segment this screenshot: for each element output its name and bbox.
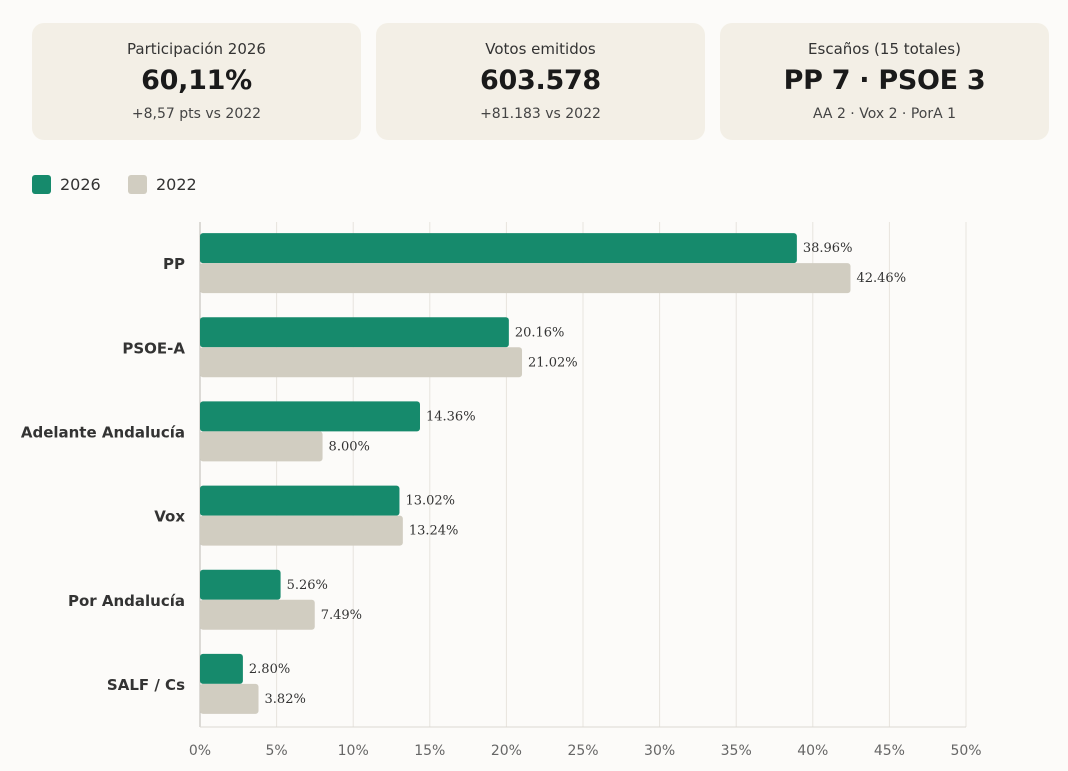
category-label: Por Andalucía — [68, 592, 185, 610]
legend-label-2022: 2022 — [156, 175, 197, 194]
legend-swatch-2022 — [128, 175, 147, 194]
bar-2022[interactable] — [200, 263, 851, 294]
data-label-2026: 5.26% — [287, 578, 328, 593]
x-tick-label: 25% — [567, 743, 598, 759]
legend-label-2026: 2026 — [60, 175, 101, 194]
bar-2022[interactable] — [200, 347, 523, 378]
data-label-2022: 21.02% — [528, 355, 578, 370]
category-label: PSOE-A — [122, 339, 185, 357]
data-label-2026: 20.16% — [515, 325, 565, 340]
seats-label: Escaños (15 totales) — [808, 40, 961, 58]
turnout-card: Participación 2026 60,11% +8,57 pts vs 2… — [32, 23, 361, 140]
category-label: Vox — [154, 508, 185, 526]
x-tick-label: 45% — [874, 743, 905, 759]
x-tick-label: 35% — [721, 743, 752, 759]
category-label: Adelante Andalucía — [21, 423, 185, 441]
turnout-value: 60,11% — [141, 65, 252, 96]
bar-2022[interactable] — [200, 431, 323, 462]
votes-value: 603.578 — [480, 65, 601, 96]
x-tick-label: 20% — [491, 743, 522, 759]
bar-2026[interactable] — [200, 485, 400, 516]
category-label: SALF / Cs — [107, 676, 185, 694]
turnout-label: Participación 2026 — [127, 40, 266, 58]
bar-2026[interactable] — [200, 233, 797, 264]
legend-swatch-2026 — [32, 175, 51, 194]
votes-label: Votos emitidos — [485, 40, 596, 58]
x-tick-label: 50% — [950, 743, 981, 759]
seats-breakdown: AA 2 · Vox 2 · PorA 1 — [812, 106, 957, 122]
bar-2026[interactable] — [200, 653, 243, 684]
bar-2026[interactable] — [200, 401, 420, 432]
x-tick-label: 10% — [338, 743, 369, 759]
data-label-2026: 2.80% — [249, 662, 290, 677]
category-label: PP — [163, 255, 185, 273]
data-label-2022: 3.82% — [265, 692, 306, 707]
x-tick-label: 5% — [265, 743, 287, 759]
data-label-2022: 42.46% — [856, 271, 906, 286]
data-label-2022: 13.24% — [409, 524, 459, 539]
bar-2022[interactable] — [200, 599, 315, 630]
seats-value: PP 7 · PSOE 3 — [783, 65, 986, 96]
data-label-2026: 13.02% — [405, 494, 455, 509]
x-tick-label: 30% — [644, 743, 675, 759]
bar-2026[interactable] — [200, 317, 509, 348]
turnout-change: +8,57 pts vs 2022 — [131, 106, 262, 122]
votes-card: Votos emitidos 603.578 +81.183 vs 2022 — [376, 23, 705, 140]
bar-2022[interactable] — [200, 683, 259, 714]
data-label-2026: 38.96% — [803, 241, 853, 256]
x-tick-label: 0% — [189, 743, 211, 759]
seats-card: Escaños (15 totales) PP 7 · PSOE 3 AA 2 … — [720, 23, 1049, 140]
data-label-2026: 14.36% — [426, 409, 476, 424]
x-tick-label: 15% — [414, 743, 445, 759]
votes-change: +81.183 vs 2022 — [480, 106, 601, 122]
x-tick-label: 40% — [797, 743, 828, 759]
summary-cards: Participación 2026 60,11% +8,57 pts vs 2… — [32, 23, 1050, 140]
data-label-2022: 7.49% — [321, 608, 362, 623]
bar-2022[interactable] — [200, 515, 403, 546]
bar-2026[interactable] — [200, 569, 281, 600]
data-label-2022: 8.00% — [329, 439, 370, 454]
